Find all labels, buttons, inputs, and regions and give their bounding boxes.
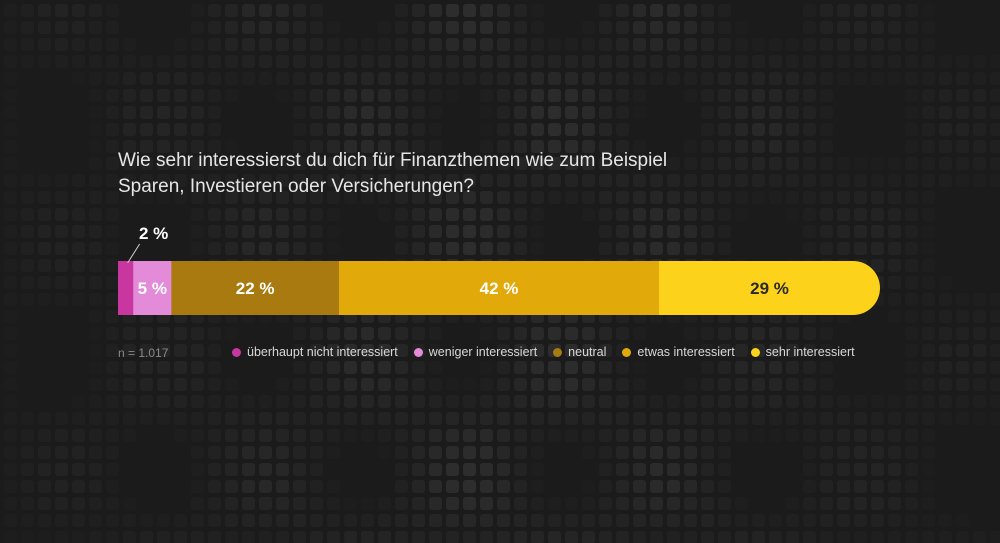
sample-size-note: n = 1.017 (118, 346, 169, 360)
legend-item-1: überhaupt nicht interessiert (232, 345, 398, 359)
chart-title-line-1: Wie sehr interessierst du dich für Finan… (118, 150, 668, 171)
legend-label: überhaupt nicht interessiert (247, 345, 398, 359)
bar-segment-2 (133, 261, 172, 315)
data-label-4: 42 % (480, 279, 519, 298)
legend-swatch (553, 347, 563, 357)
legend-item-3: neutral (553, 345, 606, 359)
chart-title-line-2: Sparen, Investieren oder Versicherungen? (118, 176, 474, 197)
legend-swatch (413, 347, 423, 357)
legend-swatch (750, 347, 760, 357)
data-label-1: 2 % (139, 224, 168, 243)
legend-label: weniger interessiert (428, 345, 538, 359)
legend-label: etwas interessiert (637, 345, 735, 359)
legend-item-2: weniger interessiert (413, 345, 538, 359)
leader-line (127, 243, 141, 264)
legend-label: neutral (568, 345, 607, 359)
bar-segment-4 (338, 261, 660, 315)
bar-segment-3 (171, 261, 340, 315)
chart-title: Wie sehr interessierst du dich für Finan… (118, 148, 818, 200)
legend-label: sehr interessiert (765, 345, 855, 359)
data-label-3: 22 % (236, 279, 275, 298)
legend-swatch (232, 347, 241, 357)
data-label-2: 5 % (138, 279, 167, 298)
legend-swatch (622, 347, 632, 357)
data-label-5: 29 % (750, 279, 789, 298)
legend-item-4: etwas interessiert (622, 345, 735, 359)
legend: überhaupt nicht interessiert weniger inte… (232, 345, 855, 359)
legend-item-5: sehr interessiert (750, 345, 855, 359)
bar-segment-5 (659, 261, 880, 315)
bar-segment-1 (118, 261, 134, 315)
